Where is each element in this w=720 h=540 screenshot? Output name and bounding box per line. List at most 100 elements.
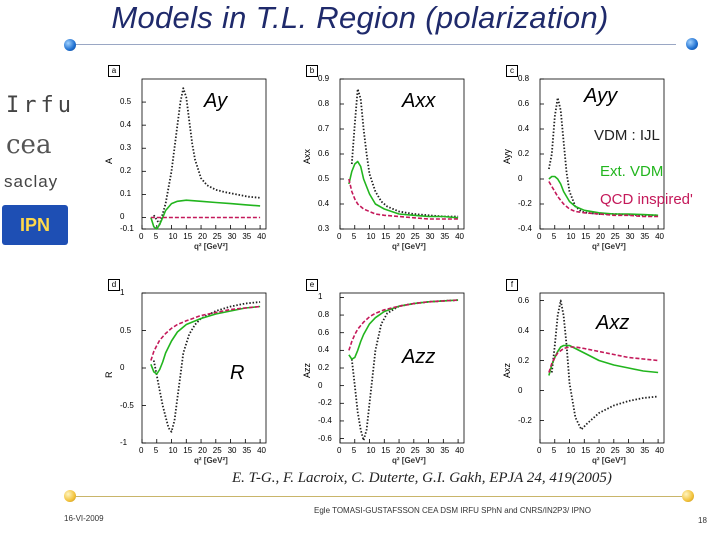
y-tick-label: 0.6 <box>318 149 330 158</box>
y-axis-title: Ayy <box>502 149 512 164</box>
y-tick-label: 1 <box>120 288 125 297</box>
x-tick-label: 20 <box>198 232 207 241</box>
y-tick-label: 0.4 <box>518 325 530 335</box>
plot-panel-e <box>339 292 465 444</box>
y-tick-label: 0.5 <box>318 174 330 183</box>
x-tick-label: 25 <box>212 446 222 455</box>
series-line-dotted <box>350 299 459 442</box>
x-tick-label: 5 <box>551 232 557 241</box>
x-tick-label: 5 <box>153 232 159 241</box>
y-tick-label: 0.5 <box>120 97 132 107</box>
x-tick-label: 40 <box>655 232 664 241</box>
panel-b-title: Axx <box>402 90 436 112</box>
y-tick-label: -0.2 <box>318 398 332 408</box>
y-tick-label: 0.9 <box>318 74 330 83</box>
x-tick-label: 30 <box>625 446 635 455</box>
plot-frame <box>141 78 267 230</box>
y-tick-label: -0.2 <box>518 199 532 208</box>
series-line-solid <box>548 344 659 376</box>
x-tick-label: 25 <box>610 446 620 455</box>
y-tick-label: -0.2 <box>518 415 532 425</box>
x-tick-label: 20 <box>596 446 605 455</box>
y-tick-label: 0.8 <box>318 310 330 320</box>
y-tick-label: 1 <box>318 292 323 302</box>
y-tick-label: 0.7 <box>318 124 330 133</box>
panel-letter-a: a <box>108 65 120 77</box>
series-line-dashed <box>348 299 459 351</box>
x-tick-label: 40 <box>655 446 664 455</box>
x-tick-label: 0 <box>337 232 342 241</box>
legend-vdm-ijl: VDM : IJL <box>594 127 660 144</box>
x-tick-label: 25 <box>410 446 420 455</box>
slide-title: Models in T.L. Region (polarization) <box>111 0 609 35</box>
x-tick-label: 40 <box>455 232 464 241</box>
irfu-logo: Irfu <box>6 93 75 118</box>
footer-bullet-icon <box>64 490 76 502</box>
x-tick-label: 30 <box>425 446 435 455</box>
y-tick-label: 0.4 <box>318 199 330 208</box>
x-tick-label: 15 <box>381 446 391 455</box>
panel-e-title: Azz <box>402 346 436 368</box>
y-tick-label: -0.4 <box>318 415 332 425</box>
x-tick-label: 5 <box>351 446 357 455</box>
citation: E. T-G., F. Lacroix, C. Duterte, G.I. Ga… <box>232 470 612 486</box>
x-tick-label: 20 <box>396 446 405 455</box>
x-tick-label: 15 <box>183 232 193 241</box>
y-tick-label: -0.4 <box>518 224 532 233</box>
title-right-bullet-icon <box>686 38 698 50</box>
x-tick-label: 25 <box>410 232 420 241</box>
y-axis-title: R <box>104 371 114 379</box>
legend-ext-vdm: Ext. VDM <box>600 163 664 180</box>
x-axis-title: q² [GeV²] <box>392 242 426 251</box>
panel-a-title: Ay <box>204 90 228 112</box>
x-tick-label: 25 <box>212 232 222 241</box>
x-tick-label: 30 <box>625 232 635 241</box>
x-axis-title: q² [GeV²] <box>194 456 228 465</box>
x-tick-label: 30 <box>425 232 435 241</box>
y-axis-title: Azz <box>302 362 312 378</box>
x-tick-label: 10 <box>566 232 576 241</box>
y-tick-label: 0.8 <box>518 74 530 83</box>
cea-logo: cea <box>6 130 52 160</box>
panel-letter-c: c <box>506 65 518 77</box>
y-tick-label: 0.2 <box>518 149 530 158</box>
x-axis-title: q² [GeV²] <box>194 242 228 251</box>
y-tick-label: 0.6 <box>518 295 530 305</box>
legend-qcd: QCD inspired' <box>600 191 693 208</box>
series-line-dashed <box>348 178 459 220</box>
x-tick-label: 20 <box>396 232 405 241</box>
y-tick-label: 0.5 <box>120 325 132 335</box>
y-tick-label: 0 <box>518 385 523 395</box>
y-tick-label: 0.2 <box>518 355 530 365</box>
x-tick-label: 15 <box>581 446 591 455</box>
x-tick-label: 35 <box>242 232 252 241</box>
x-tick-label: 10 <box>168 446 178 455</box>
x-tick-label: 10 <box>566 446 576 455</box>
plot-frame <box>539 292 665 444</box>
x-tick-label: 40 <box>257 232 266 241</box>
panel-c-title: Ayy <box>584 85 618 107</box>
x-tick-label: 15 <box>381 232 391 241</box>
x-tick-label: 35 <box>440 446 450 455</box>
y-tick-label: 0.6 <box>318 327 330 337</box>
x-tick-label: 10 <box>168 232 178 241</box>
footer-author: Egle TOMASI-GUSTAFSSON CEA DSM IRFU SPhN… <box>314 506 591 515</box>
x-tick-label: 5 <box>551 446 557 455</box>
x-tick-label: 35 <box>640 446 650 455</box>
y-tick-label: 0 <box>518 174 523 183</box>
y-tick-label: -1 <box>120 438 128 447</box>
panel-letter-f: f <box>506 279 518 291</box>
panel-d-title: R <box>230 362 245 384</box>
x-tick-label: 0 <box>139 232 144 241</box>
y-tick-label: -0.5 <box>120 400 134 410</box>
series-line-solid <box>150 305 261 375</box>
x-tick-label: 30 <box>227 232 237 241</box>
x-tick-label: 35 <box>242 446 252 455</box>
panel-letter-b: b <box>306 65 318 77</box>
plot-panel-c <box>539 78 665 230</box>
series-line-dotted <box>152 301 261 433</box>
y-tick-label: 0.1 <box>120 189 132 199</box>
x-tick-label: 0 <box>537 232 542 241</box>
title-divider-left <box>76 44 676 45</box>
y-tick-label: 0.3 <box>318 224 330 233</box>
